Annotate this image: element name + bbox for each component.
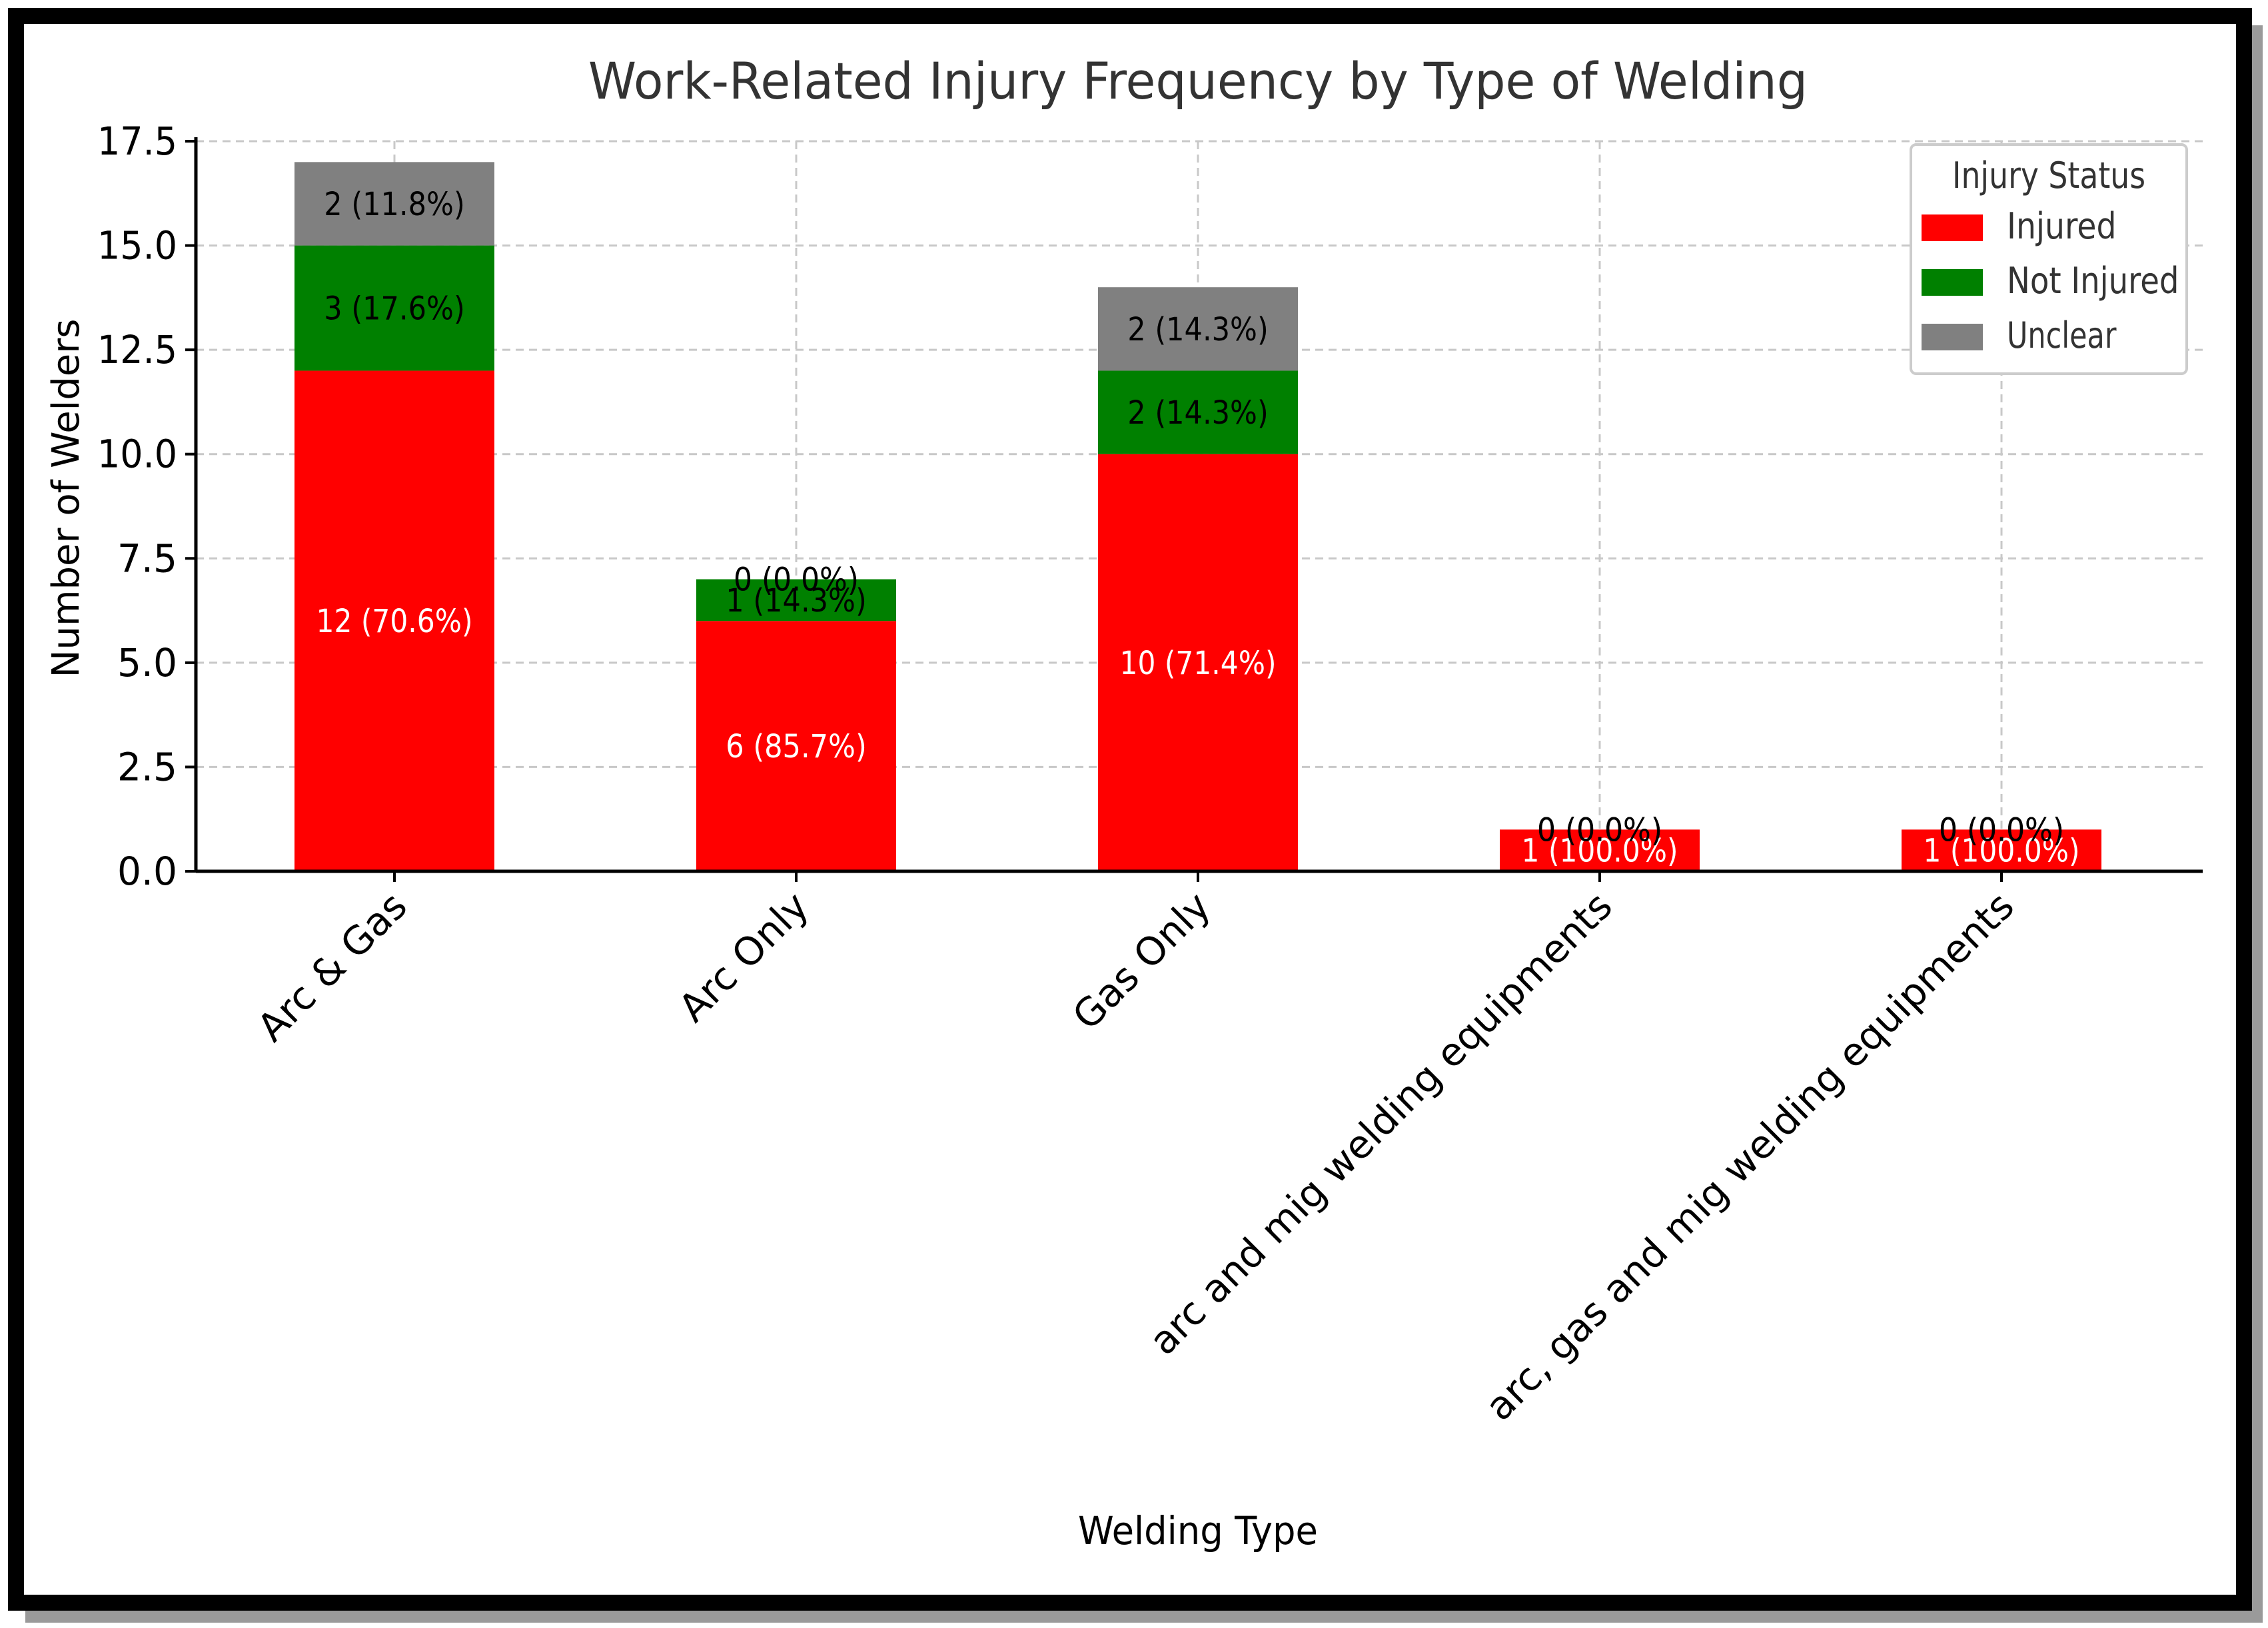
legend-box (1910, 143, 2188, 375)
bar-injured (294, 370, 494, 871)
chart-title: Work-Related Injury Frequency by Type of… (588, 51, 1808, 111)
bar-label-layer: 12 (70.6%) 3 (17.6%) 2 (11.8%) 6 (85.7%) 1 (… (316, 186, 2080, 870)
bar-label: 1 (100.0%) (1924, 833, 2080, 870)
x-axis-title: Welding Type (1078, 1508, 1318, 1553)
legend-label: Injured (2007, 205, 2117, 247)
legend-title: Injury Status (1952, 155, 2145, 197)
bar-label: 6 (85.7%) (726, 728, 867, 765)
bar-injured (1098, 454, 1298, 871)
bar-label: 0 (0.0%) (1537, 811, 1662, 849)
bar-label: 0 (0.0%) (1537, 811, 1662, 849)
bar-label: 2 (14.3%) (1127, 394, 1269, 432)
bar-injured (696, 621, 896, 871)
y-tick-label: 2.5 (117, 744, 177, 789)
y-tick-label: 12.5 (97, 327, 177, 372)
legend-swatch-injured (1922, 214, 1983, 241)
y-tick-label: 5.0 (117, 640, 177, 685)
bar-layer (294, 162, 2101, 871)
legend-swatch-unclear (1922, 324, 1983, 350)
bar-label: 12 (70.6%) (316, 603, 473, 640)
bar-label: 2 (11.8%) (324, 186, 465, 223)
bar-label: 10 (71.4%) (1120, 645, 1277, 682)
bar-not-injured (1098, 370, 1298, 454)
legend-label: Unclear (2007, 314, 2117, 356)
legend-label: Not Injured (2007, 260, 2179, 302)
bar-label: 2 (14.3%) (1127, 311, 1269, 348)
bar-unclear (1098, 287, 1298, 371)
bar-label: 0 (0.0%) (1939, 811, 2064, 849)
bar-label: 0 (0.0%) (734, 562, 859, 599)
bar-not-injured (294, 245, 494, 371)
y-tick-label: 15.0 (97, 223, 177, 268)
bar-not-injured (696, 579, 896, 621)
legend-swatch-not-injured (1922, 269, 1983, 296)
legend-entries: Injured Not Injured Unclear (1922, 205, 2179, 356)
y-tick-label: 10.0 (97, 432, 177, 477)
bar-injured (1902, 829, 2101, 871)
bar-label: 3 (17.6%) (324, 290, 465, 328)
bar-label: 0 (0.0%) (1939, 811, 2064, 849)
bar-label: 1 (100.0%) (1522, 833, 1678, 870)
y-tick-label: 7.5 (117, 536, 177, 581)
y-tick-label: 0.0 (117, 849, 177, 894)
bar-injured (1500, 829, 1700, 871)
y-tick-label: 17.5 (97, 119, 177, 164)
bar-label: 1 (14.3%) (726, 582, 867, 619)
legend: Injury Status Injured Not Injured Unclear (1910, 143, 2188, 375)
y-axis-title: Number of Welders (45, 319, 88, 678)
bar-unclear (294, 162, 494, 246)
